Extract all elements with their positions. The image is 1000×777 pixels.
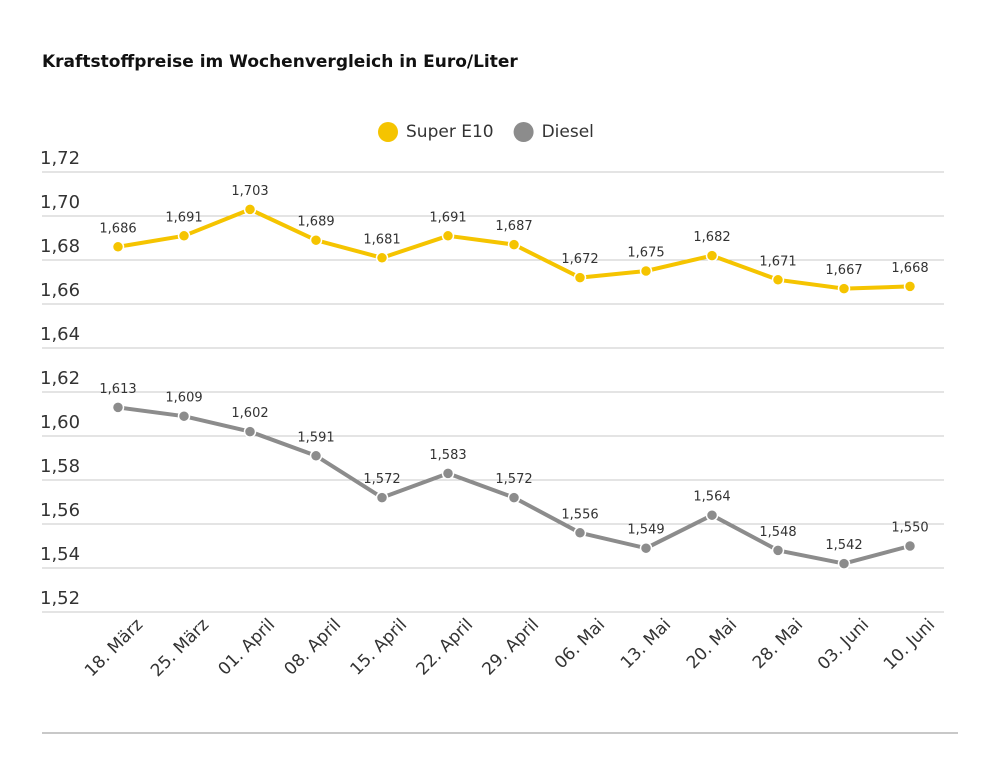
data-point bbox=[177, 409, 191, 423]
data-label: 1,564 bbox=[693, 490, 730, 505]
y-tick-label: 1,64 bbox=[40, 324, 80, 345]
data-point bbox=[309, 449, 323, 463]
data-point bbox=[903, 280, 917, 293]
data-label: 1,602 bbox=[231, 406, 268, 421]
data-label: 1,591 bbox=[297, 430, 334, 445]
data-point bbox=[837, 282, 851, 295]
data-label: 1,542 bbox=[825, 538, 862, 553]
data-point bbox=[111, 401, 125, 414]
data-point bbox=[243, 425, 257, 438]
data-label: 1,687 bbox=[495, 219, 532, 234]
data-point bbox=[705, 249, 719, 262]
data-point bbox=[243, 203, 257, 216]
data-label: 1,686 bbox=[99, 221, 136, 236]
data-point bbox=[177, 229, 191, 243]
data-point bbox=[771, 273, 785, 287]
data-label: 1,682 bbox=[693, 230, 730, 245]
data-label: 1,668 bbox=[891, 261, 928, 276]
data-label: 1,681 bbox=[363, 232, 400, 247]
data-point bbox=[771, 544, 785, 557]
y-tick-label: 1,56 bbox=[40, 500, 80, 521]
data-point bbox=[837, 557, 851, 570]
data-point bbox=[111, 240, 125, 254]
data-point bbox=[309, 233, 323, 247]
data-label: 1,667 bbox=[825, 263, 862, 278]
data-label: 1,550 bbox=[891, 521, 928, 536]
data-point bbox=[375, 251, 389, 265]
y-tick-label: 1,72 bbox=[40, 148, 80, 169]
data-point bbox=[441, 467, 455, 480]
y-tick-label: 1,66 bbox=[40, 280, 80, 301]
data-label: 1,672 bbox=[561, 252, 598, 267]
data-point bbox=[639, 264, 653, 278]
data-point bbox=[903, 539, 917, 553]
y-tick-label: 1,62 bbox=[40, 368, 80, 389]
data-point bbox=[573, 271, 587, 284]
data-label: 1,703 bbox=[231, 184, 268, 199]
legend-label: Super E10 bbox=[406, 122, 494, 142]
y-tick-label: 1,52 bbox=[40, 588, 80, 609]
legend-label: Diesel bbox=[542, 122, 594, 142]
data-label: 1,613 bbox=[99, 382, 136, 397]
data-point bbox=[441, 229, 455, 243]
y-tick-label: 1,58 bbox=[40, 456, 80, 477]
chart-title: Kraftstoffpreise im Wochenvergleich in E… bbox=[42, 52, 518, 72]
data-label: 1,691 bbox=[165, 210, 202, 225]
data-label: 1,583 bbox=[429, 448, 466, 463]
data-point bbox=[507, 238, 521, 251]
y-tick-label: 1,68 bbox=[40, 236, 80, 257]
data-label: 1,609 bbox=[165, 391, 202, 406]
data-label: 1,691 bbox=[429, 210, 466, 225]
data-label: 1,671 bbox=[759, 254, 796, 269]
data-label: 1,556 bbox=[561, 507, 598, 522]
data-label: 1,548 bbox=[759, 525, 796, 540]
data-point bbox=[375, 491, 389, 504]
y-tick-label: 1,60 bbox=[40, 412, 80, 433]
legend-marker bbox=[378, 122, 398, 142]
data-point bbox=[507, 491, 521, 504]
data-label: 1,689 bbox=[297, 215, 334, 230]
data-label: 1,675 bbox=[627, 246, 664, 261]
data-label: 1,572 bbox=[363, 472, 400, 487]
data-point bbox=[639, 541, 653, 555]
data-label: 1,549 bbox=[627, 523, 664, 538]
y-tick-label: 1,54 bbox=[40, 544, 80, 565]
data-label: 1,572 bbox=[495, 472, 532, 487]
data-point bbox=[705, 508, 719, 522]
legend-marker bbox=[513, 122, 534, 142]
y-tick-label: 1,70 bbox=[40, 192, 80, 213]
data-point bbox=[573, 526, 587, 540]
